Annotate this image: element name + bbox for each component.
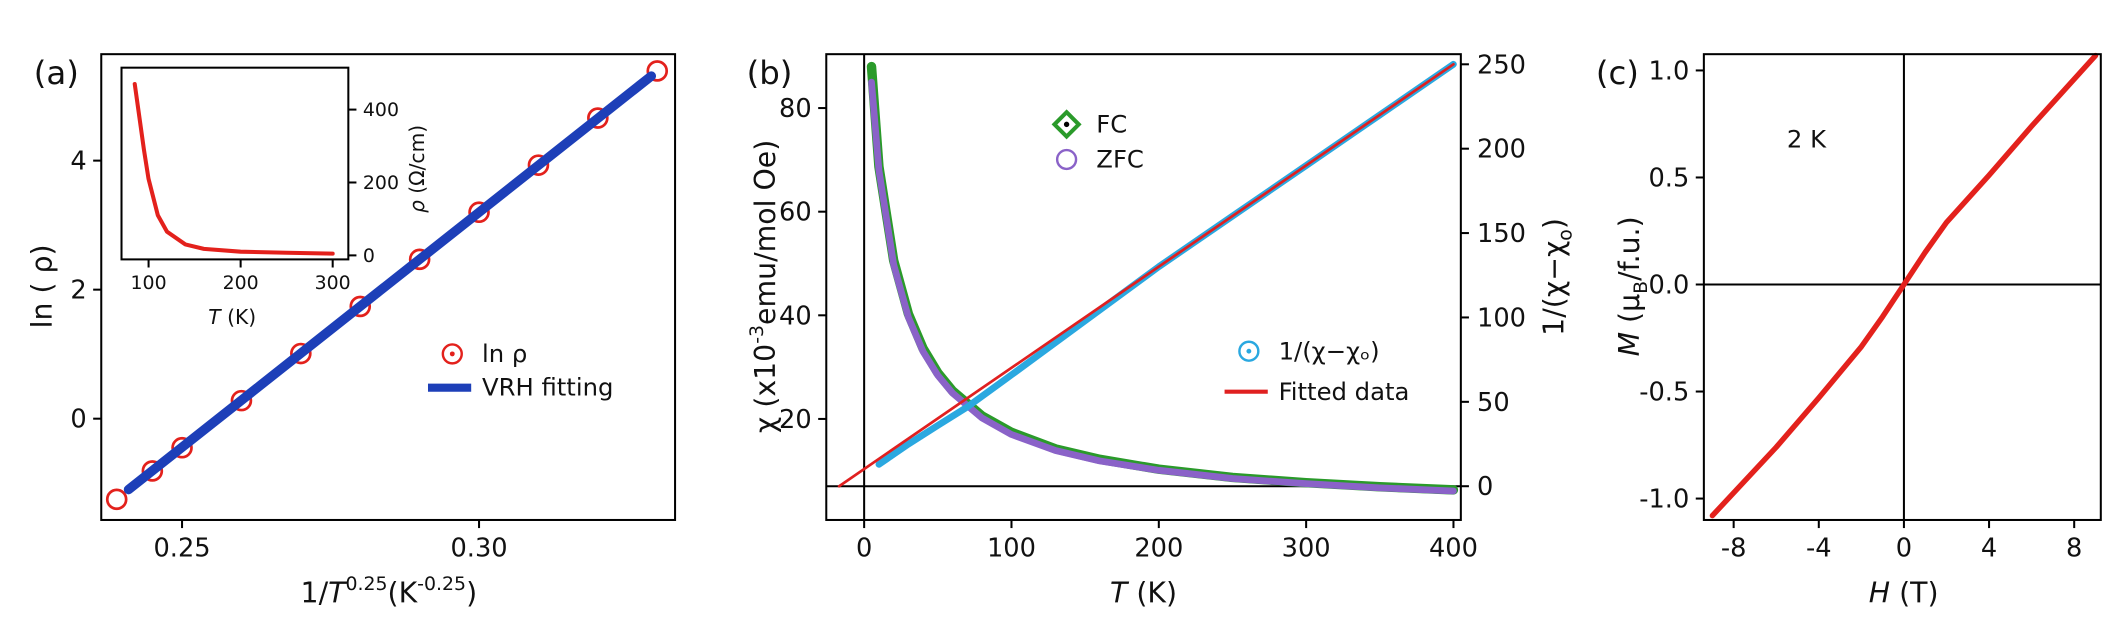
legend-marker <box>1051 109 1082 140</box>
legend-label: VRH fitting <box>482 373 613 402</box>
data-line <box>132 81 335 256</box>
data-point <box>105 488 128 511</box>
data-point <box>141 460 164 482</box>
y-tick-label: 0 <box>70 405 86 435</box>
y-tick-label: 40 <box>779 301 812 331</box>
x-tick-label: 200 <box>223 272 259 294</box>
x-tick-label: 400 <box>1429 533 1478 563</box>
x-axis-label: T (K) <box>1110 576 1177 609</box>
y-tick-label: 2 <box>70 276 86 306</box>
y-tick-label: 0.0 <box>1648 270 1689 300</box>
y-tick-label: 0.5 <box>1648 163 1689 193</box>
y-axis-label: ln ( ρ) <box>25 244 58 328</box>
y-tick-label: 0 <box>363 245 375 267</box>
x-axis-label: 1/T0.25(K-0.25) <box>301 573 478 609</box>
legend-marker <box>1238 340 1260 362</box>
y2-axis-label: 1/(χ−χo) <box>1537 218 1576 336</box>
y2-tick-label: 150 <box>1477 219 1526 249</box>
data-point <box>230 389 253 412</box>
y-tick-label: -1.0 <box>1639 485 1689 515</box>
y-axis-label: M (μB/f.u.) <box>1613 216 1652 356</box>
data-point <box>171 436 193 459</box>
data-line <box>868 78 1457 495</box>
x-tick-label: 200 <box>1134 533 1183 563</box>
legend-label: FC <box>1096 109 1127 138</box>
data-point <box>290 342 312 365</box>
x-tick-label: -8 <box>1721 533 1747 563</box>
x-axis-label: T (K) <box>208 305 256 329</box>
legend-marker <box>1246 348 1252 354</box>
data-point <box>646 60 669 82</box>
plot-frame <box>100 53 677 521</box>
y-axis-label: ρ (Ω/cm) <box>405 125 429 213</box>
x-tick-label: 300 <box>1282 533 1331 563</box>
x-tick-label: -4 <box>1806 533 1832 563</box>
legend-label: 1/(χ−χₒ) <box>1279 336 1380 365</box>
data-point <box>468 201 490 224</box>
x-tick-label: 300 <box>315 272 351 294</box>
plot-frame <box>825 53 1462 521</box>
y-axis-label: χ (x10-3emu/mol Oe) <box>746 140 782 433</box>
legend-label: ZFC <box>1096 145 1144 174</box>
y-tick-label: 1.0 <box>1648 56 1689 86</box>
y-tick-label: 400 <box>363 99 399 121</box>
y-tick-label: 4 <box>70 147 86 177</box>
legend-marker <box>449 351 455 357</box>
data-point <box>527 154 550 176</box>
legend-marker <box>441 343 463 365</box>
data-point <box>587 107 609 129</box>
y2-tick-label: 0 <box>1477 472 1493 502</box>
x-tick-label: 0 <box>856 533 872 563</box>
legend-label: Fitted data <box>1279 377 1410 406</box>
data-line <box>866 61 1459 495</box>
x-tick-label: 0 <box>1896 533 1912 563</box>
legend-marker <box>1055 148 1078 171</box>
y2-tick-label: 100 <box>1477 303 1526 333</box>
y2-tick-label: 200 <box>1477 135 1526 165</box>
annotation: 2 K <box>1787 124 1827 153</box>
x-tick-label: 100 <box>131 272 167 294</box>
y2-tick-label: 50 <box>1477 388 1510 418</box>
panel-label: (b) <box>747 54 793 92</box>
data-line <box>1709 52 2099 519</box>
legend-label: ln ρ <box>482 339 527 368</box>
data-point <box>349 295 372 318</box>
panel-label: (c) <box>1596 54 1639 92</box>
x-axis-label: H (T) <box>1869 576 1939 609</box>
y-tick-label: 200 <box>363 172 399 194</box>
y-tick-label: 80 <box>779 94 812 124</box>
plot-frame <box>120 66 350 261</box>
y-tick-label: 60 <box>779 198 812 228</box>
data-point <box>408 248 431 271</box>
y-tick-label: -0.5 <box>1639 378 1689 408</box>
legend-marker <box>1063 121 1070 128</box>
data-line <box>123 71 657 495</box>
x-tick-label: 0.30 <box>450 533 507 563</box>
x-tick-label: 0.25 <box>153 533 210 563</box>
y-tick-label: 20 <box>779 405 812 435</box>
x-tick-label: 4 <box>1981 533 1997 563</box>
plot-frame <box>1702 53 2102 521</box>
x-tick-label: 8 <box>2066 533 2082 563</box>
y2-tick-label: 250 <box>1477 50 1526 80</box>
panel-label: (a) <box>34 54 79 92</box>
data-line <box>837 62 1455 488</box>
x-tick-label: 100 <box>987 533 1036 563</box>
